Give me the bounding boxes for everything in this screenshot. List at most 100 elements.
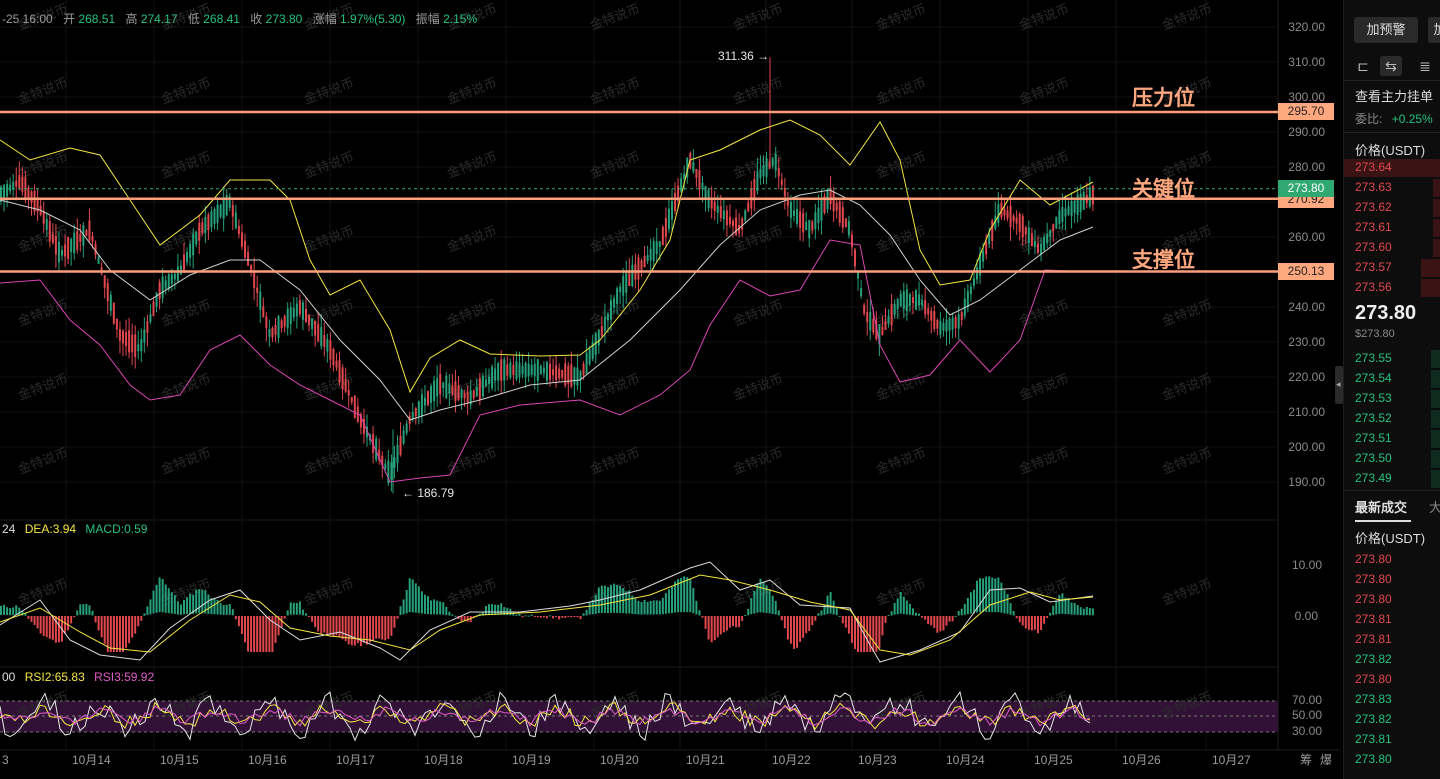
macd-histogram-bar [991,577,994,613]
ask-row[interactable]: 273.56 [1344,278,1440,298]
panel-resize-handle[interactable]: ◂ [1335,366,1343,404]
macd-histogram-bar [411,579,414,613]
list-icon[interactable]: ≣ [1419,58,1431,74]
kline-chart-canvas[interactable]: 320.00310.00300.00290.00280.00270.00260.… [0,0,1340,779]
split-book-icon[interactable]: ⇆ [1380,56,1402,76]
macd-histogram-bar [27,616,30,619]
trade-row[interactable]: 273.83 [1344,690,1440,710]
candle-body [88,220,91,241]
macd-histogram-bar [960,608,963,616]
trade-row[interactable]: 273.80 [1344,670,1440,690]
time-axis-label: 10月27 [1212,753,1251,767]
macd-histogram-bar [91,610,94,616]
candle-body [1003,208,1006,216]
support-tag[interactable]: 250.13 [1278,263,1334,280]
candle-body [661,226,664,246]
candle-body [603,316,606,331]
bid-row[interactable]: 273.50 [1344,449,1440,469]
candle-body [18,174,21,189]
candle-body [286,308,289,329]
candle-body [79,233,82,242]
candle-body [414,408,417,417]
macd-histogram-bar [387,616,390,640]
candle-body [655,241,658,255]
trade-row[interactable]: 273.81 [1344,610,1440,630]
ask-row[interactable]: 273.63 [1344,178,1440,198]
candle-body [640,260,643,270]
trade-row[interactable]: 273.80 [1344,550,1440,570]
single-panel-icon[interactable]: ⊏ [1357,58,1369,74]
macd-histogram-bar [725,616,728,631]
trade-row[interactable]: 273.80 [1344,750,1440,770]
macd-histogram-bar [893,602,896,615]
candle-body [616,288,619,305]
bid-row[interactable]: 273.53 [1344,389,1440,409]
candle-body [942,323,945,331]
candle-body [1030,233,1033,247]
candle-body [396,444,399,464]
add-alert-button[interactable]: 加预警 [1354,17,1418,43]
time-axis-label: 10月24 [946,753,985,767]
trade-row[interactable]: 273.81 [1344,630,1440,650]
macd-histogram-bar [423,594,426,614]
trade-row[interactable]: 273.80 [1344,590,1440,610]
ask-row[interactable]: 273.60 [1344,238,1440,258]
macd-histogram-bar [915,612,917,616]
depth-bar [1431,370,1440,388]
depth-bar [1344,159,1440,177]
macd-histogram-bar [222,605,225,615]
macd-histogram-bar [378,616,381,639]
macd-histogram-bar [945,616,948,626]
candle-body [823,196,826,213]
macd-histogram-bar [164,584,167,613]
macd-histogram-bar [841,616,844,624]
watermark-text: 金特说币 [588,1,642,33]
candle-body [106,283,109,302]
candle-body [216,204,219,223]
bid-row[interactable]: 273.54 [1344,369,1440,389]
tab-latest-trades[interactable]: 最新成交 [1355,500,1408,515]
macd-histogram-bar [884,616,887,623]
rsi2-line [0,701,1091,731]
candle-body [405,423,408,434]
candle-body [722,210,725,220]
macd-histogram-bar [183,599,185,615]
macd-histogram-bar [109,616,112,652]
resistance-tag[interactable]: 295.70 [1278,103,1334,120]
main-orders-link[interactable]: 查看主力挂单 [1355,89,1434,104]
candle-body [176,266,179,282]
candle-body [9,184,12,192]
trade-row[interactable]: 273.81 [1344,730,1440,750]
candle-body [780,179,783,185]
macd-histogram-bar [448,611,451,616]
bid-row[interactable]: 273.52 [1344,409,1440,429]
macd-histogram-bar [591,599,594,615]
ask-row[interactable]: 273.61 [1344,218,1440,238]
candle-body [12,181,15,190]
macd-histogram-bar [106,616,109,652]
macd-histogram-bar [402,599,405,615]
trade-row[interactable]: 273.82 [1344,650,1440,670]
tab-large-trades[interactable]: 大 [1429,497,1440,516]
rsi3-value: RSI3:59.92 [94,670,155,684]
ask-row[interactable]: 273.62 [1344,198,1440,218]
bid-row[interactable]: 273.55 [1344,349,1440,369]
macd-histogram-bar [1043,616,1046,624]
macd-histogram-bar [982,578,985,613]
ask-row[interactable]: 273.64 [1344,158,1440,178]
kline-chart-area[interactable]: 320.00310.00300.00290.00280.00270.00260.… [0,0,1343,779]
watermark-text: 金特说币 [731,75,785,107]
trade-row[interactable]: 273.82 [1344,710,1440,730]
add-button-2[interactable]: 加 [1428,17,1440,43]
bid-row[interactable]: 273.51 [1344,429,1440,449]
key-level-label: 关键位 [1132,178,1195,201]
trade-row[interactable]: 273.80 [1344,570,1440,590]
macd-histogram-bar [195,589,198,614]
watermark-text: 金特说币 [588,223,642,255]
bid-row[interactable]: 273.49 [1344,469,1440,489]
ask-row[interactable]: 273.57 [1344,258,1440,278]
candle-body [247,251,250,266]
candle-body [744,210,747,221]
macd-histogram-bar [683,576,686,613]
candle-body [320,327,323,347]
